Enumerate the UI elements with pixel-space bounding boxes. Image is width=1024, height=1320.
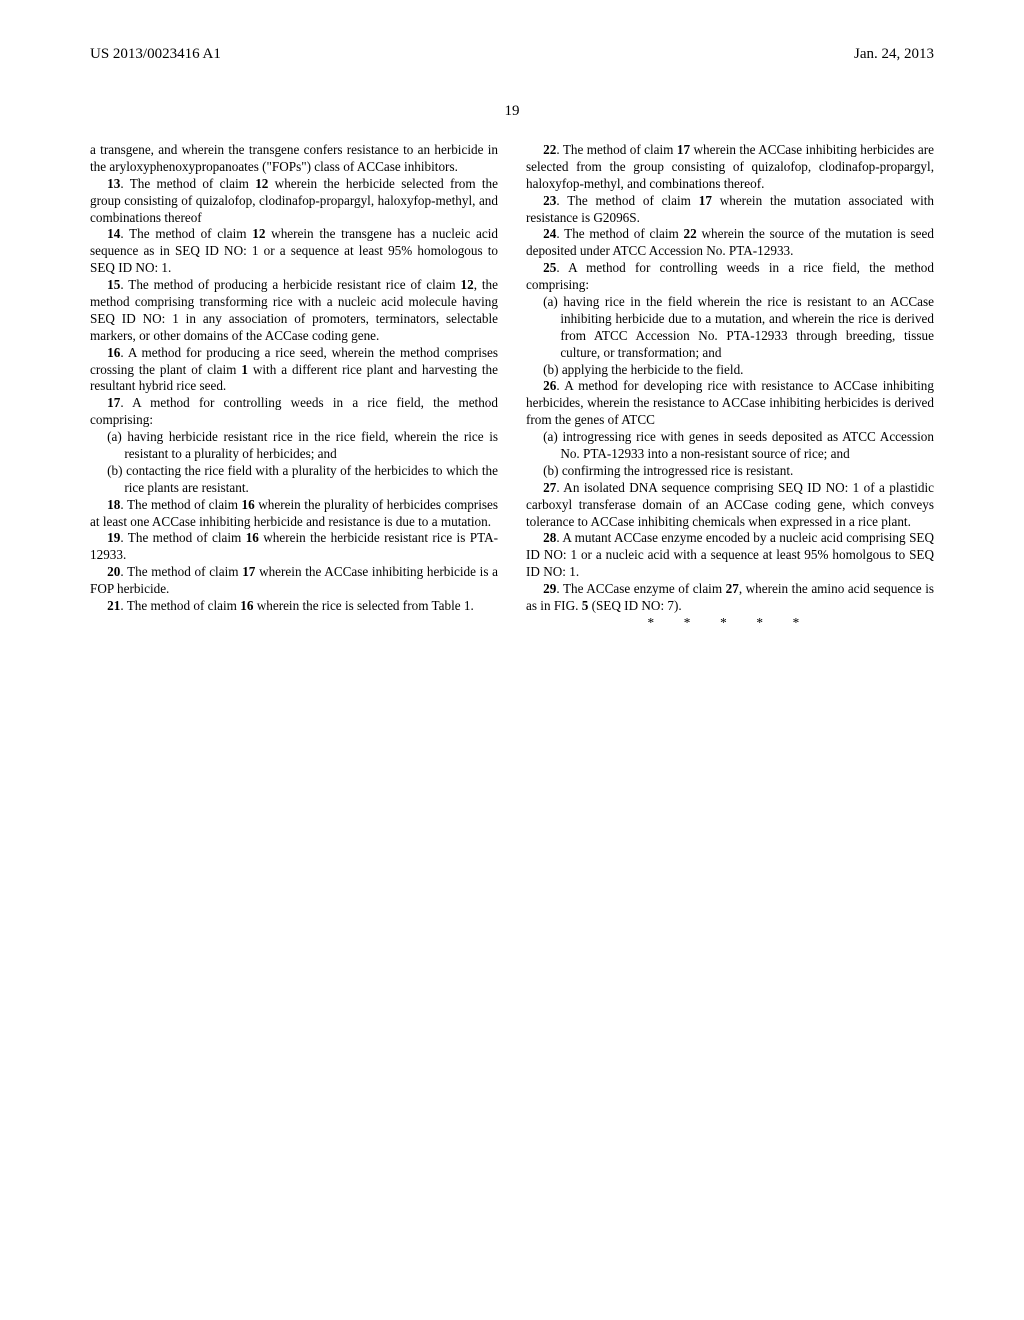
claim-26-a: (a) introgressing rice with genes in see… xyxy=(526,429,934,463)
claim-ref: 17 xyxy=(677,142,690,157)
claim-text: . The method of claim xyxy=(120,564,242,579)
claim-number: 18 xyxy=(107,497,120,512)
claim-21: 21. The method of claim 16 wherein the r… xyxy=(90,598,498,615)
claim-ref: 12 xyxy=(255,176,268,191)
patent-page: US 2013/0023416 A1 Jan. 24, 2013 19 a tr… xyxy=(0,0,1024,1320)
end-of-claims-marker: * * * * * xyxy=(526,615,934,632)
claim-number: 14 xyxy=(107,226,120,241)
claim-19: 19. The method of claim 16 wherein the h… xyxy=(90,530,498,564)
claim-tail: . A mutant ACCase enzyme encoded by a nu… xyxy=(526,530,934,579)
claim-13: 13. The method of claim 12 wherein the h… xyxy=(90,176,498,227)
claim-23: 23. The method of claim 17 wherein the m… xyxy=(526,193,934,227)
claim-ref: 17 xyxy=(242,564,255,579)
claim-18: 18. The method of claim 16 wherein the p… xyxy=(90,497,498,531)
claim-ref: 17 xyxy=(699,193,712,208)
claim-ref: 16 xyxy=(246,530,259,545)
claim-number: 16 xyxy=(107,345,120,360)
claim-ref: 27 xyxy=(726,581,739,596)
claim-25-b: (b) applying the herbicide to the field. xyxy=(526,362,934,379)
claim-ref: 16 xyxy=(240,598,253,613)
claim-25-a: (a) having rice in the field wherein the… xyxy=(526,294,934,362)
claim-text: . The method of claim xyxy=(120,497,241,512)
claim-text: . The ACCase enzyme of claim xyxy=(556,581,725,596)
claim-29: 29. The ACCase enzyme of claim 27, where… xyxy=(526,581,934,615)
claim-17-b: (b) contacting the rice field with a plu… xyxy=(90,463,498,497)
claim-26-b: (b) confirming the introgressed rice is … xyxy=(526,463,934,480)
claim-text: . The method of claim xyxy=(556,142,677,157)
claim-number: 26 xyxy=(543,378,556,393)
claim-22: 22. The method of claim 17 wherein the A… xyxy=(526,142,934,193)
claim-number: 17 xyxy=(107,395,120,410)
claim-tail: (SEQ ID NO: 7). xyxy=(588,598,681,613)
claims-columns: a transgene, and wherein the transgene c… xyxy=(90,142,934,632)
claim-24: 24. The method of claim 22 wherein the s… xyxy=(526,226,934,260)
claim-text: . The method of claim xyxy=(556,226,683,241)
claim-text: . The method of claim xyxy=(120,226,252,241)
claim-15: 15. The method of producing a herbicide … xyxy=(90,277,498,345)
claim-17: 17. A method for controlling weeds in a … xyxy=(90,395,498,429)
page-number: 19 xyxy=(90,103,934,120)
claim-number: 19 xyxy=(107,530,120,545)
claim-ref: 12 xyxy=(461,277,474,292)
claim-number: 27 xyxy=(543,480,556,495)
claim-25: 25. A method for controlling weeds in a … xyxy=(526,260,934,294)
claim-text: . The method of producing a herbicide re… xyxy=(120,277,460,292)
claim-14: 14. The method of claim 12 wherein the t… xyxy=(90,226,498,277)
claim-26: 26. A method for developing rice with re… xyxy=(526,378,934,429)
page-header: US 2013/0023416 A1 Jan. 24, 2013 xyxy=(90,46,934,63)
claim-number: 28 xyxy=(543,530,556,545)
claim-number: 13 xyxy=(107,176,120,191)
claim-text: . The method of claim xyxy=(120,530,245,545)
publication-number: US 2013/0023416 A1 xyxy=(90,46,221,63)
claim-number: 20 xyxy=(107,564,120,579)
claim-ref: 16 xyxy=(242,497,255,512)
claim-tail: . A method for developing rice with resi… xyxy=(526,378,934,427)
claim-27: 27. An isolated DNA sequence comprising … xyxy=(526,480,934,531)
claim-number: 22 xyxy=(543,142,556,157)
claim-text: . The method of claim xyxy=(120,176,255,191)
claim-16: 16. A method for producing a rice seed, … xyxy=(90,345,498,396)
claim-text: . The method of claim xyxy=(556,193,698,208)
claim-tail: . A method for controlling weeds in a ri… xyxy=(526,260,934,292)
claim-ref: 1 xyxy=(241,362,248,377)
claim-number: 25 xyxy=(543,260,556,275)
claim-number: 24 xyxy=(543,226,556,241)
publication-date: Jan. 24, 2013 xyxy=(854,46,934,63)
claim-number: 29 xyxy=(543,581,556,596)
claim-tail: . An isolated DNA sequence comprising SE… xyxy=(526,480,934,529)
claim-ref: 12 xyxy=(252,226,265,241)
claim-tail: wherein the rice is selected from Table … xyxy=(253,598,473,613)
claim-number: 23 xyxy=(543,193,556,208)
claim-17-a: (a) having herbicide resistant rice in t… xyxy=(90,429,498,463)
claim-number: 21 xyxy=(107,598,120,613)
claim-20: 20. The method of claim 17 wherein the A… xyxy=(90,564,498,598)
claim-12-continuation: a transgene, and wherein the transgene c… xyxy=(90,142,498,176)
claim-text: . The method of claim xyxy=(120,598,240,613)
claim-28: 28. A mutant ACCase enzyme encoded by a … xyxy=(526,530,934,581)
claim-ref: 22 xyxy=(684,226,697,241)
claim-tail: . A method for controlling weeds in a ri… xyxy=(90,395,498,427)
claim-number: 15 xyxy=(107,277,120,292)
